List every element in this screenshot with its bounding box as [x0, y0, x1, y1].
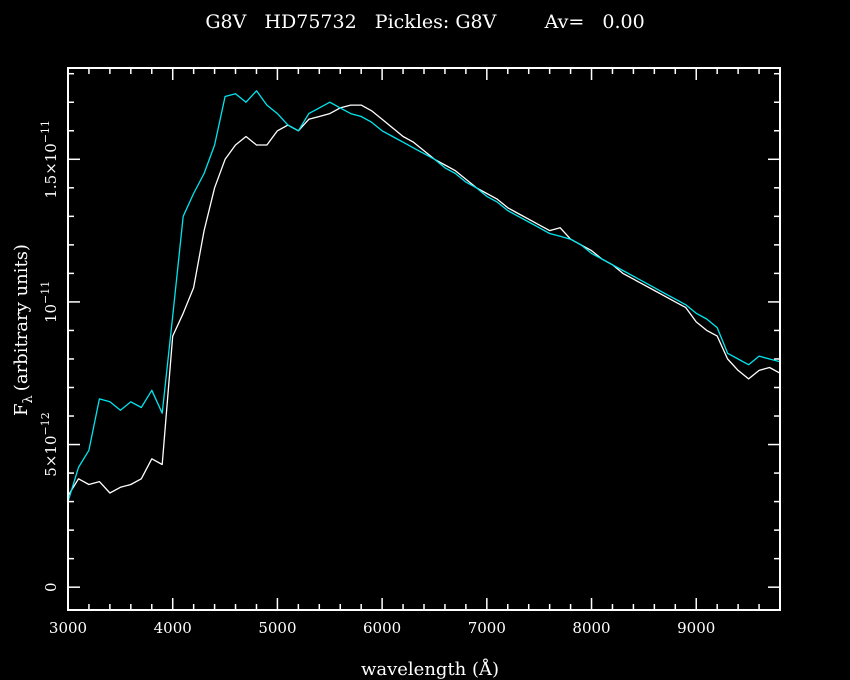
y-tick-mantissa: 5×10: [42, 436, 60, 477]
y-axis-subscript: λ: [21, 395, 36, 403]
y-tick-mantissa: 10: [42, 304, 60, 323]
series-line-template: [67, 90, 781, 502]
x-tick-label: 9000: [677, 619, 715, 637]
series-line-observed: [67, 104, 781, 497]
y-tick-exponent: −11: [39, 120, 52, 143]
y-axis-label-group: Fλ (arbitrary units): [11, 244, 36, 416]
chart-title: G8V HD75732 Pickles: G8V Av= 0.00: [205, 11, 644, 33]
y-axis-unit: (arbitrary units): [11, 244, 32, 391]
x-tick-labels: 3000 4000 5000 6000 7000 8000 9000: [49, 619, 715, 637]
y-tick-label: 5×10−12: [39, 412, 60, 476]
y-tick-label: 10−11: [39, 281, 60, 323]
y-tick-label: 1.5×10−11: [39, 120, 60, 199]
x-tick-label: 8000: [572, 619, 610, 637]
x-axis-label: wavelength (Å): [361, 658, 499, 680]
x-tick-label: 4000: [154, 619, 192, 637]
y-tick-label: 0: [42, 582, 60, 592]
x-tick-label: 7000: [468, 619, 506, 637]
y-axis-label: Fλ (arbitrary units): [11, 244, 36, 416]
y-tick-exponent: −12: [39, 412, 52, 435]
y-tick-label-group: 1.5×10−11: [39, 120, 60, 199]
y-tick-mantissa: 0: [42, 582, 60, 592]
x-tick-label: 5000: [258, 619, 296, 637]
y-tick-exponent: −11: [39, 281, 52, 304]
y-tick-label-group: 0: [42, 582, 60, 592]
tick-layer: [67, 68, 781, 610]
y-tick-mantissa: 1.5×10: [42, 143, 60, 199]
x-tick-label: 6000: [363, 619, 401, 637]
y-tick-label-group: 10−11: [39, 281, 60, 323]
y-axis-symbol: F: [11, 403, 32, 416]
series-layer: [67, 90, 781, 502]
x-tick-label: 3000: [49, 619, 87, 637]
y-tick-label-group: 5×10−12: [39, 412, 60, 476]
